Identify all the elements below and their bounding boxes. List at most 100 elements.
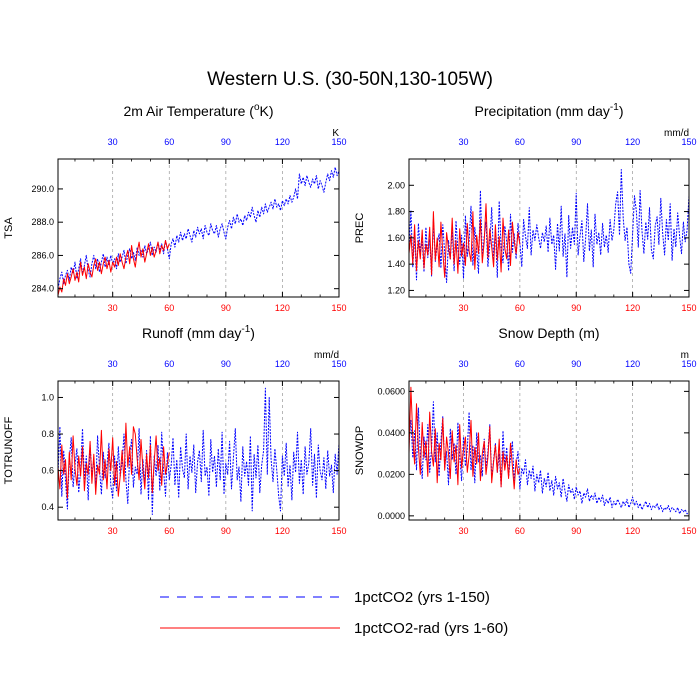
- panel-title-end: ): [250, 325, 255, 341]
- xtick-label-top-tsa-60: 60: [164, 137, 174, 147]
- ytick-label-prec-1: 1.40: [387, 259, 405, 269]
- xtick-label-bottom-tsa-60: 60: [164, 303, 174, 313]
- ytick-label-snowdp-2: 0.0400: [377, 428, 405, 438]
- xtick-label-top-totrunoff-120: 120: [275, 359, 290, 369]
- series-line-prec-1pctco2-rad: [408, 203, 521, 278]
- xtick-label-bottom-tsa-90: 90: [221, 303, 231, 313]
- xtick-label-bottom-prec-60: 60: [515, 303, 525, 313]
- panel-title-main: Runoff (mm day: [142, 325, 241, 341]
- xtick-label-top-snowdp-90: 90: [571, 359, 581, 369]
- xtick-label-top-prec-150: 150: [681, 137, 696, 147]
- xtick-label-bottom-prec-30: 30: [458, 303, 468, 313]
- ytick-label-snowdp-0: 0.0000: [377, 511, 405, 521]
- panels-group: 2m Air Temperature (oK) K 30 30 60 60 90 90 120 1…: [3, 102, 697, 536]
- series-line-totrunoff-1pctco2-rad: [57, 422, 170, 499]
- xtick-label-bottom-totrunoff-150: 150: [331, 526, 346, 536]
- ytick-label-snowdp-1: 0.0200: [377, 469, 405, 479]
- xtick-label-bottom-prec-90: 90: [571, 303, 581, 313]
- ytick-label-tsa-1: 286.0: [31, 250, 54, 260]
- ylabel-totrunoff: TOTRUNOFF: [3, 416, 15, 484]
- xtick-label-bottom-prec-120: 120: [625, 303, 640, 313]
- ytick-label-prec-2: 1.60: [387, 233, 405, 243]
- panel-title-sup: -1: [241, 324, 250, 335]
- series-line-snowdp-1pctco2: [408, 401, 690, 515]
- series-line-tsa-1pctco2: [57, 166, 340, 289]
- ylabel-prec: PREC: [354, 213, 366, 244]
- panel-title-sup: -1: [610, 102, 619, 113]
- panel-tsa: 2m Air Temperature (oK) K 30 30 60 60 90 90 120 1…: [3, 102, 347, 313]
- ylabel-snowdp: SNOWDP: [354, 426, 366, 476]
- ytick-label-totrunoff-3: 1.0: [41, 392, 54, 402]
- unit-label-prec: mm/d: [664, 128, 689, 139]
- xtick-label-top-tsa-120: 120: [275, 137, 290, 147]
- xtick-label-top-snowdp-150: 150: [681, 359, 696, 369]
- panel-title-end: K): [260, 103, 274, 119]
- plot-frame-tsa: [57, 158, 340, 298]
- series-line-snowdp-1pctco2-rad: [408, 386, 521, 490]
- xtick-label-top-totrunoff-30: 30: [108, 359, 118, 369]
- xtick-label-top-totrunoff-90: 90: [221, 359, 231, 369]
- ytick-label-snowdp-3: 0.0600: [377, 386, 405, 396]
- plot-frame-prec: [408, 158, 690, 298]
- xtick-label-bottom-tsa-120: 120: [275, 303, 290, 313]
- series-line-totrunoff-1pctco2: [57, 387, 340, 515]
- xtick-label-top-tsa-30: 30: [108, 137, 118, 147]
- panel-title-main: Snow Depth (m): [498, 325, 599, 341]
- ytick-label-tsa-2: 288.0: [31, 217, 54, 227]
- panel-title-end: ): [619, 103, 624, 119]
- ytick-label-totrunoff-2: 0.8: [41, 429, 54, 439]
- xtick-label-bottom-snowdp-90: 90: [571, 526, 581, 536]
- panel-title-prec: Precipitation (mm day-1): [475, 102, 624, 119]
- xtick-label-top-totrunoff-150: 150: [331, 359, 346, 369]
- xtick-label-bottom-snowdp-60: 60: [515, 526, 525, 536]
- xtick-label-bottom-prec-150: 150: [681, 303, 696, 313]
- xtick-label-top-prec-90: 90: [571, 137, 581, 147]
- panel-title-sup: o: [254, 102, 260, 113]
- xtick-label-bottom-snowdp-150: 150: [681, 526, 696, 536]
- xtick-label-top-tsa-90: 90: [221, 137, 231, 147]
- xtick-label-bottom-tsa-30: 30: [108, 303, 118, 313]
- unit-label-snowdp: m: [681, 350, 689, 361]
- ytick-label-prec-3: 1.80: [387, 207, 405, 217]
- panel-title-main: Precipitation (mm day: [475, 103, 610, 119]
- xtick-label-bottom-totrunoff-120: 120: [275, 526, 290, 536]
- panel-title-main: 2m Air Temperature (: [123, 103, 254, 119]
- xtick-label-top-prec-120: 120: [625, 137, 640, 147]
- xtick-label-top-prec-60: 60: [515, 137, 525, 147]
- xtick-label-bottom-totrunoff-90: 90: [221, 526, 231, 536]
- panel-title-tsa: 2m Air Temperature (oK): [123, 102, 273, 119]
- unit-label-totrunoff: mm/d: [314, 350, 339, 361]
- ytick-label-totrunoff-1: 0.6: [41, 466, 54, 476]
- ytick-label-totrunoff-0: 0.4: [41, 502, 54, 512]
- xtick-label-top-snowdp-120: 120: [625, 359, 640, 369]
- xtick-label-bottom-totrunoff-30: 30: [108, 526, 118, 536]
- panel-snowdp: Snow Depth (m) m 30 30 60 60 90 90 120 120 150 150 0…: [354, 325, 697, 536]
- xtick-label-bottom-tsa-150: 150: [331, 303, 346, 313]
- plot-frame-totrunoff: [57, 380, 340, 521]
- xtick-label-bottom-snowdp-30: 30: [458, 526, 468, 536]
- xtick-label-bottom-snowdp-120: 120: [625, 526, 640, 536]
- ytick-label-tsa-3: 290.0: [31, 184, 54, 194]
- ytick-label-prec-0: 1.20: [387, 285, 405, 295]
- figure-title: Western U.S. (30-50N,130-105W): [207, 69, 493, 90]
- legend: 1pctCO2 (yrs 1-150) 1pctCO2-rad (yrs 1-60…: [160, 589, 508, 637]
- panel-totrunoff: Runoff (mm day-1) mm/d 30 30 60 60 90 90 120 120 1…: [3, 324, 347, 536]
- series-line-tsa-1pctco2-rad: [57, 240, 170, 296]
- unit-label-tsa: K: [332, 128, 339, 139]
- panel-prec: Precipitation (mm day-1) mm/d 30 30 60 60 90 90…: [354, 102, 697, 313]
- plot-frame-snowdp: [408, 380, 690, 521]
- xtick-label-top-snowdp-30: 30: [458, 359, 468, 369]
- series-line-prec-1pctco2: [408, 169, 690, 283]
- panel-title-totrunoff: Runoff (mm day-1): [142, 324, 255, 341]
- xtick-label-bottom-totrunoff-60: 60: [164, 526, 174, 536]
- xtick-label-top-totrunoff-60: 60: [164, 359, 174, 369]
- ylabel-tsa: TSA: [3, 217, 15, 239]
- panel-title-snowdp: Snow Depth (m): [498, 325, 599, 341]
- ytick-label-prec-4: 2.00: [387, 180, 405, 190]
- xtick-label-top-prec-30: 30: [458, 137, 468, 147]
- xtick-label-top-snowdp-60: 60: [515, 359, 525, 369]
- ytick-label-tsa-0: 284.0: [31, 284, 54, 294]
- xtick-label-top-tsa-150: 150: [331, 137, 346, 147]
- legend-label-1pctco2-rad: 1pctCO2-rad (yrs 1-60): [354, 620, 508, 637]
